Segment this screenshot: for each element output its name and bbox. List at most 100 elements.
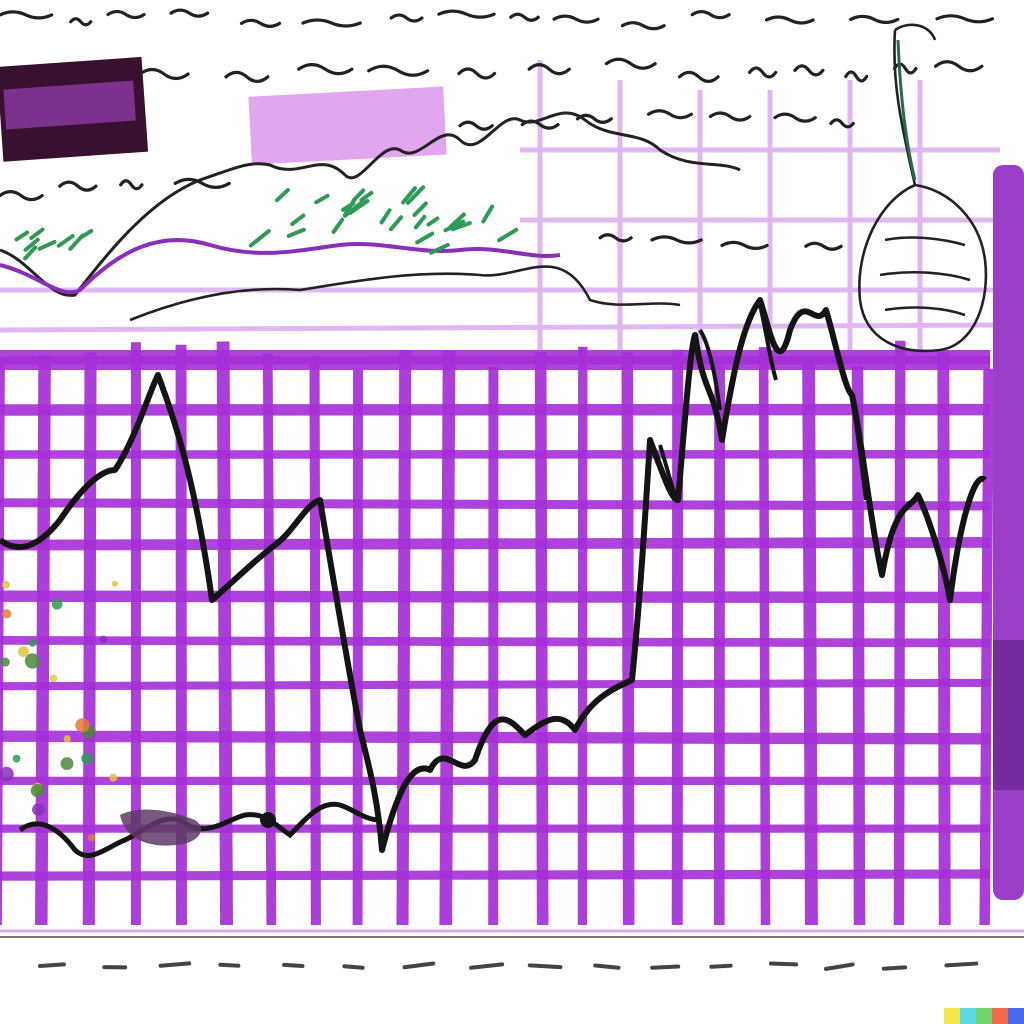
tag-string-green bbox=[896, 39, 917, 181]
scribble-word bbox=[138, 67, 190, 81]
scribble-word bbox=[69, 17, 93, 27]
green-stroke bbox=[412, 201, 428, 218]
scribble-word bbox=[747, 66, 778, 79]
scribble-word bbox=[0, 190, 44, 202]
paint-dot bbox=[51, 598, 63, 610]
green-stroke bbox=[348, 198, 370, 215]
green-stroke bbox=[379, 208, 392, 225]
tick-scribble bbox=[527, 963, 563, 970]
green-stroke bbox=[290, 213, 306, 226]
purple-column-shadow bbox=[993, 640, 1024, 790]
green-stroke bbox=[248, 229, 271, 248]
x-axis-tick-scribbles bbox=[38, 961, 979, 971]
scribble-word bbox=[804, 241, 843, 251]
grid-horizontal-line bbox=[0, 869, 991, 881]
tick-scribble bbox=[469, 962, 505, 970]
green-stroke bbox=[388, 215, 404, 232]
scribble-word bbox=[646, 109, 693, 120]
green-paint-accents bbox=[14, 185, 519, 261]
tick-scribble bbox=[593, 963, 621, 970]
pink-block bbox=[248, 86, 447, 165]
scribble-word bbox=[437, 9, 496, 19]
paint-dot bbox=[75, 718, 90, 733]
paint-dots bbox=[0, 580, 118, 842]
paint-dot bbox=[24, 653, 41, 669]
paint-dot bbox=[109, 773, 118, 782]
scribble-word bbox=[844, 70, 869, 83]
green-stroke bbox=[23, 245, 38, 261]
scribble-word bbox=[764, 15, 815, 25]
paint-dot bbox=[99, 635, 108, 644]
tick-scribble bbox=[881, 965, 908, 971]
grid-vertical-line bbox=[758, 347, 771, 926]
paint-dot bbox=[30, 783, 45, 798]
scribble-word bbox=[677, 70, 720, 83]
main-trend-line bbox=[0, 297, 988, 853]
palette-swatch bbox=[944, 1008, 960, 1024]
paint-dot bbox=[81, 752, 94, 765]
green-stroke bbox=[286, 227, 306, 238]
upper-purple-line bbox=[0, 238, 561, 295]
scribble-word bbox=[119, 179, 144, 191]
tick-scribble bbox=[282, 962, 305, 968]
scribble-word bbox=[598, 233, 633, 243]
green-stroke bbox=[14, 230, 30, 242]
green-stroke bbox=[429, 242, 450, 255]
scribble-word bbox=[793, 64, 825, 77]
green-stroke bbox=[497, 227, 519, 243]
palette-swatch bbox=[976, 1008, 992, 1024]
upper-trend-line bbox=[0, 111, 741, 297]
palette-swatch bbox=[1008, 1008, 1024, 1024]
grid-horizontal-line bbox=[0, 678, 991, 691]
lower-scribble-fill bbox=[120, 809, 202, 846]
green-stroke bbox=[331, 217, 345, 234]
paint-dot bbox=[1, 580, 10, 589]
scribble-word bbox=[552, 14, 600, 24]
grid-top-band bbox=[0, 350, 990, 370]
tick-scribble bbox=[158, 961, 192, 968]
green-stroke bbox=[406, 185, 426, 205]
green-stroke bbox=[448, 212, 466, 229]
scribble-word bbox=[527, 63, 571, 76]
palette-swatch bbox=[992, 1008, 1008, 1024]
scribble-word bbox=[849, 14, 900, 25]
paint-dot bbox=[63, 735, 71, 743]
grid-horizontal-line bbox=[0, 536, 991, 551]
green-stroke bbox=[481, 204, 495, 224]
scribble-word bbox=[933, 60, 984, 73]
green-stroke bbox=[314, 193, 330, 205]
scribble-word bbox=[575, 113, 613, 124]
green-stroke bbox=[401, 186, 418, 205]
scribble-word bbox=[0, 10, 54, 20]
green-stroke bbox=[426, 216, 440, 227]
scribble-word bbox=[169, 8, 210, 18]
palette-swatch bbox=[960, 1008, 976, 1024]
scribble-word bbox=[892, 62, 918, 75]
scribble-word bbox=[509, 12, 540, 22]
scribble-word bbox=[106, 9, 146, 20]
handwriting-scribbles bbox=[0, 8, 995, 251]
paint-dot bbox=[12, 754, 21, 763]
green-stroke bbox=[274, 187, 290, 203]
tick-scribble bbox=[38, 962, 66, 968]
upper-baseline-line bbox=[129, 265, 681, 322]
paint-dot bbox=[60, 757, 74, 770]
dark-purple-block-highlight bbox=[3, 80, 136, 130]
scribble-word bbox=[773, 112, 817, 123]
paint-dot bbox=[1, 609, 12, 619]
grid-horizontal-line bbox=[0, 730, 991, 745]
main-trend-line-echo bbox=[658, 304, 868, 501]
grid-horizontal-line bbox=[0, 498, 991, 511]
purple-grid bbox=[0, 340, 994, 926]
tick-scribble bbox=[650, 964, 681, 970]
paint-dot bbox=[0, 657, 10, 667]
scribble-word bbox=[239, 18, 282, 28]
tick-scribble bbox=[342, 964, 365, 970]
tick-scribble bbox=[944, 961, 979, 968]
scribble-word bbox=[367, 64, 430, 77]
scribble-word bbox=[620, 21, 666, 31]
tick-scribble bbox=[768, 961, 799, 967]
green-stroke bbox=[56, 234, 75, 248]
